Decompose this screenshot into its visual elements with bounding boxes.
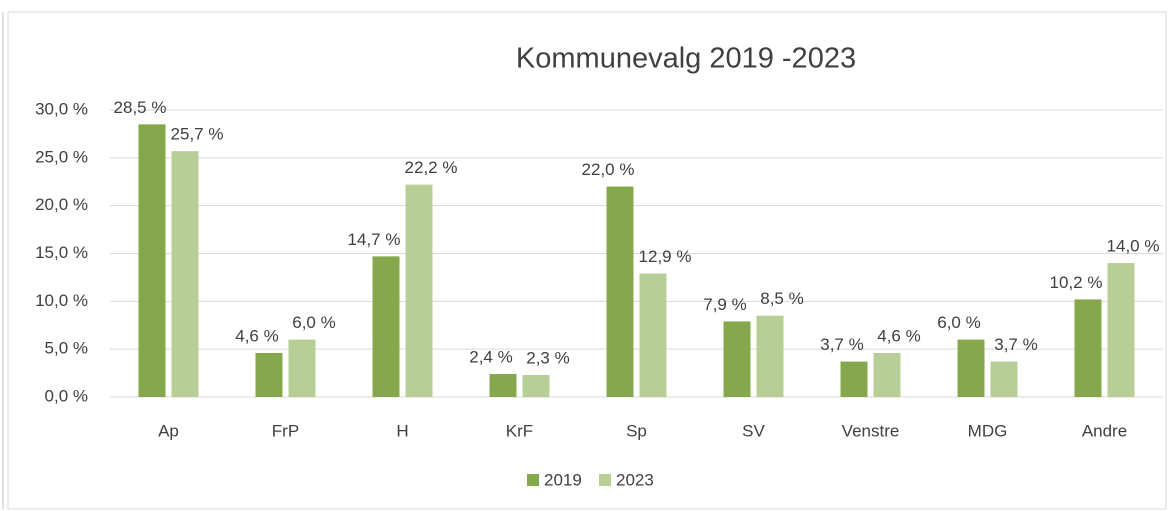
x-tick-label: Sp xyxy=(626,421,647,440)
x-tick-label: SV xyxy=(742,421,765,440)
chart-frame xyxy=(7,11,1167,510)
x-tick-label: KrF xyxy=(506,421,533,440)
y-tick-label: 15,0 % xyxy=(35,243,88,262)
x-tick-label: MDG xyxy=(968,421,1008,440)
x-tick-label: Venstre xyxy=(842,421,900,440)
data-label: 12,9 % xyxy=(639,247,692,266)
bar xyxy=(873,352,901,397)
bar xyxy=(255,352,283,397)
bar xyxy=(405,184,433,397)
data-label: 2,4 % xyxy=(469,348,512,367)
data-label: 14,7 % xyxy=(348,230,401,249)
data-label: 4,6 % xyxy=(235,326,278,345)
data-label: 7,9 % xyxy=(703,295,746,314)
x-tick-label: Ap xyxy=(158,421,179,440)
bar xyxy=(840,361,868,397)
data-label: 6,0 % xyxy=(937,313,980,332)
bar xyxy=(606,186,634,397)
x-tick-label: Andre xyxy=(1082,421,1127,440)
legend-swatch xyxy=(527,474,539,486)
data-label: 3,7 % xyxy=(994,335,1037,354)
y-tick-label: 10,0 % xyxy=(35,291,88,310)
legend-label: 2019 xyxy=(544,470,582,489)
bar xyxy=(1107,263,1135,397)
bar xyxy=(756,315,784,397)
bar xyxy=(990,361,1018,397)
bar xyxy=(1074,299,1102,397)
y-tick-label: 20,0 % xyxy=(35,195,88,214)
y-tick-label: 30,0 % xyxy=(35,99,88,118)
bar xyxy=(957,339,985,397)
data-label: 3,7 % xyxy=(820,335,863,354)
bar xyxy=(723,321,751,397)
bar xyxy=(522,374,550,397)
data-label: 22,0 % xyxy=(582,160,635,179)
data-label: 4,6 % xyxy=(877,326,920,345)
legend-label: 2023 xyxy=(616,470,654,489)
bar xyxy=(372,256,400,397)
data-label: 14,0 % xyxy=(1107,237,1160,256)
y-tick-label: 0,0 % xyxy=(45,386,88,405)
x-tick-label: H xyxy=(396,421,408,440)
bar xyxy=(288,339,316,397)
bar xyxy=(639,273,667,397)
data-label: 2,3 % xyxy=(526,348,569,367)
bar xyxy=(171,151,199,397)
bar xyxy=(138,124,166,397)
data-label: 10,2 % xyxy=(1050,273,1103,292)
chart-title: Kommunevalg 2019 -2023 xyxy=(516,43,856,75)
data-label: 28,5 % xyxy=(114,98,167,117)
x-tick-label: FrP xyxy=(272,421,299,440)
legend-swatch xyxy=(599,474,611,486)
data-label: 8,5 % xyxy=(760,289,803,308)
y-tick-label: 5,0 % xyxy=(45,339,88,358)
data-label: 25,7 % xyxy=(171,125,224,144)
data-label: 22,2 % xyxy=(405,158,458,177)
bar xyxy=(489,374,517,397)
data-label: 6,0 % xyxy=(292,313,335,332)
y-tick-label: 25,0 % xyxy=(35,147,88,166)
